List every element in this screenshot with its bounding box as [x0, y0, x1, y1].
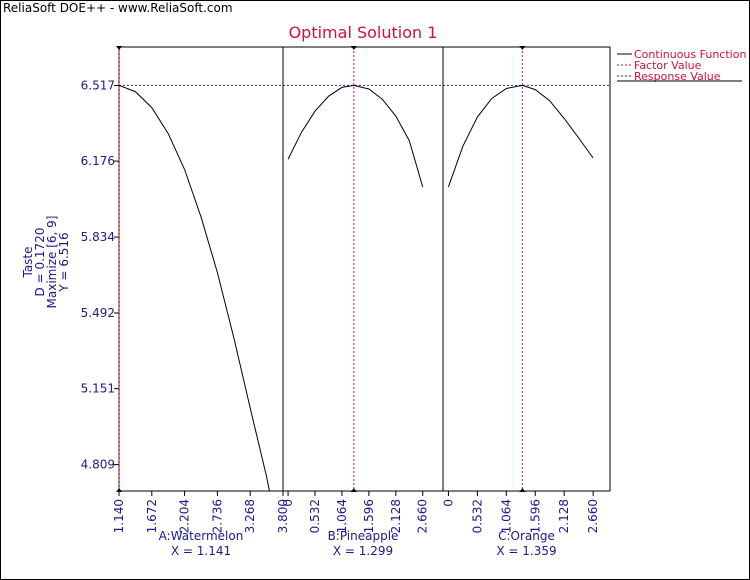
x-tick-label: 0.532	[470, 499, 484, 533]
factor-name-label: C:Orange	[498, 529, 555, 543]
factor-marker-bottom[interactable]	[116, 488, 123, 492]
x-tick-label: 2.128	[557, 499, 571, 533]
window-header: ReliaSoft DOE++ - www.ReliaSoft.com	[3, 1, 233, 15]
x-tick-label: 1.064	[335, 499, 349, 533]
y-axis-label-line: D = 0.1720	[33, 228, 47, 297]
factor-marker-top[interactable]	[350, 46, 357, 50]
factor-x-value: X = 1.359	[496, 544, 556, 558]
x-tick-label: 2.660	[586, 499, 600, 533]
x-tick-label: 3.268	[243, 499, 257, 533]
y-tick-label: 4.809	[81, 458, 115, 472]
y-axis-label-line: Taste	[21, 246, 35, 278]
plot-area: 4.809 5.151 5.492 5.834 6.176 6.517 1.140 1.672…	[81, 46, 611, 558]
curve-corange	[447, 84, 594, 188]
x-tick-label: 0	[441, 499, 455, 507]
x-tick-label: 2.660	[416, 499, 430, 533]
plot-border	[118, 46, 611, 492]
y-axis-label-line: Maximize [6, 9]	[45, 216, 59, 309]
x-tick-label: 1.596	[528, 499, 542, 533]
x-tick-label: 1.596	[362, 499, 376, 533]
factor-marker-top[interactable]	[519, 46, 526, 50]
factor-marker-bottom[interactable]	[350, 488, 357, 492]
x-tick-label: 3.800	[276, 499, 290, 533]
x-tick-label: 2.736	[210, 499, 224, 533]
curve-awatermelon	[119, 84, 270, 491]
x-tick-label: 2.204	[178, 499, 192, 533]
x-tick-label: 1.064	[499, 499, 513, 533]
y-tick-label: 5.834	[81, 230, 115, 244]
factor-x-value: X = 1.141	[171, 544, 231, 558]
x-tick-label: 0.532	[308, 499, 322, 533]
curve-bpineapple	[287, 84, 424, 188]
y-tick-label: 5.151	[81, 382, 115, 396]
legend-label: Factor Value	[634, 59, 702, 72]
y-tick-label: 6.517	[81, 78, 115, 92]
x-tick-label: 0	[281, 499, 295, 507]
y-tick-label: 5.492	[81, 306, 115, 320]
x-tick-label: 1.140	[112, 499, 126, 533]
factor-x-value: X = 1.299	[333, 544, 393, 558]
factor-marker-bottom[interactable]	[519, 488, 526, 492]
legend-label: Response Value	[634, 70, 721, 83]
y-tick-label: 6.176	[81, 154, 115, 168]
factor-name-label: B:Pineapple	[328, 529, 399, 543]
x-tick-label: 2.128	[389, 499, 403, 533]
factor-name-label: A:Watermelon	[159, 529, 244, 543]
factor-marker-top[interactable]	[116, 46, 123, 50]
x-tick-label: 1.672	[145, 499, 159, 533]
legend-label: Continuous Function	[634, 48, 746, 61]
chart-title: Optimal Solution 1	[289, 23, 438, 42]
y-axis-label-line: Y = 6.516	[57, 232, 71, 292]
